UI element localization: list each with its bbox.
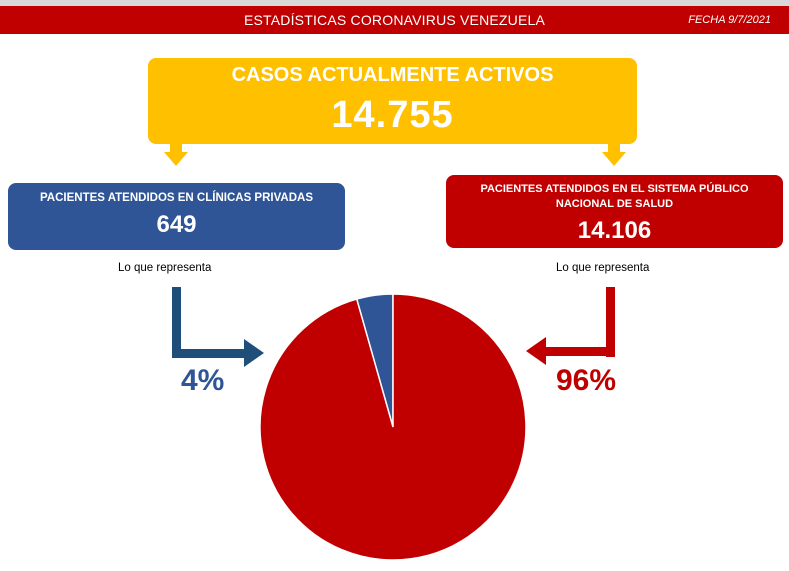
private-percent-label: 4% — [181, 364, 225, 397]
private-clinics-box: PACIENTES ATENDIDOS EN CLÍNICAS PRIVADAS… — [8, 183, 345, 250]
down-arrow-right-icon — [602, 140, 626, 166]
header-band — [0, 6, 789, 34]
public-system-value: 14.106 — [577, 217, 652, 244]
header-stripe — [0, 0, 789, 6]
page-title: ESTADÍSTICAS CORONAVIRUS VENEZUELA — [243, 12, 546, 28]
private-clinics-label: PACIENTES ATENDIDOS EN CLÍNICAS PRIVADAS — [39, 192, 314, 204]
pie-slice-public — [259, 293, 527, 561]
public-system-box: PACIENTES ATENDIDOS EN EL SISTEMA PÚBLIC… — [446, 175, 783, 248]
red-elbow-arrow-icon — [526, 287, 615, 365]
down-arrow-left-icon — [164, 140, 188, 166]
report-date: FECHA 9/7/2021 — [688, 14, 771, 26]
blue-elbow-arrow-icon — [172, 287, 264, 367]
active-cases-label: CASOS ACTUALMENTE ACTIVOS — [231, 64, 554, 86]
active-cases-box: CASOS ACTUALMENTE ACTIVOS 14.755 — [148, 58, 637, 144]
active-cases-value: 14.755 — [331, 94, 454, 136]
public-represents-note: Lo que representa — [556, 262, 650, 274]
private-represents-note: Lo que representa — [118, 262, 212, 274]
public-system-label: PACIENTES ATENDIDOS EN EL SISTEMA PÚBLIC… — [480, 183, 749, 210]
private-clinics-value: 649 — [156, 211, 197, 238]
header-bar: ESTADÍSTICAS CORONAVIRUS VENEZUELA FECHA… — [0, 0, 789, 40]
pie-chart — [259, 293, 527, 561]
public-percent-label: 96% — [556, 364, 617, 397]
